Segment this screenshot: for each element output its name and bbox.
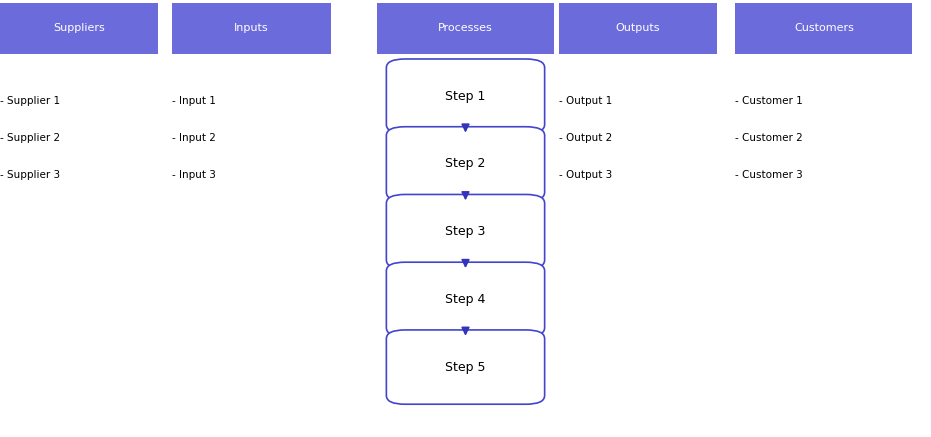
FancyBboxPatch shape (386, 194, 545, 269)
Text: Suppliers: Suppliers (53, 24, 105, 33)
FancyBboxPatch shape (386, 59, 545, 133)
Text: - Supplier 2: - Supplier 2 (0, 133, 61, 142)
Text: - Output 2: - Output 2 (559, 133, 612, 142)
Text: - Customer 2: - Customer 2 (735, 133, 803, 142)
Text: Step 3: Step 3 (445, 225, 486, 238)
FancyBboxPatch shape (386, 262, 545, 336)
Text: Processes: Processes (439, 24, 492, 33)
Text: Inputs: Inputs (234, 24, 269, 33)
Text: - Output 3: - Output 3 (559, 170, 612, 180)
FancyBboxPatch shape (0, 3, 158, 53)
FancyBboxPatch shape (377, 3, 554, 53)
Text: - Output 1: - Output 1 (559, 96, 612, 105)
FancyBboxPatch shape (172, 3, 331, 53)
Text: Customers: Customers (794, 24, 854, 33)
Text: - Supplier 1: - Supplier 1 (0, 96, 61, 105)
FancyBboxPatch shape (386, 127, 545, 201)
FancyBboxPatch shape (735, 3, 912, 53)
Text: Step 4: Step 4 (445, 293, 486, 306)
Text: Outputs: Outputs (615, 24, 660, 33)
Text: - Supplier 3: - Supplier 3 (0, 170, 61, 180)
Text: - Input 2: - Input 2 (172, 133, 216, 142)
Text: Step 2: Step 2 (445, 157, 486, 170)
Text: - Input 1: - Input 1 (172, 96, 216, 105)
Text: Step 1: Step 1 (445, 90, 486, 103)
FancyBboxPatch shape (386, 330, 545, 404)
Text: - Customer 3: - Customer 3 (735, 170, 803, 180)
Text: - Customer 1: - Customer 1 (735, 96, 803, 105)
FancyBboxPatch shape (559, 3, 717, 53)
Text: - Input 3: - Input 3 (172, 170, 216, 180)
Text: Step 5: Step 5 (445, 361, 486, 374)
